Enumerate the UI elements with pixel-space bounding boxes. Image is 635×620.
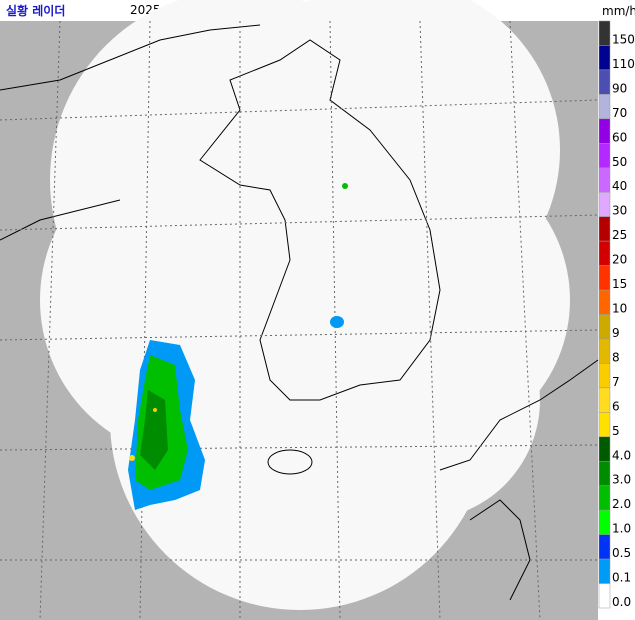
legend-label: 25 bbox=[612, 228, 627, 242]
precipitation bbox=[128, 183, 348, 510]
legend-label: 40 bbox=[612, 179, 627, 193]
legend-label: 50 bbox=[612, 155, 627, 169]
legend-label: 30 bbox=[612, 204, 627, 218]
legend-swatch bbox=[598, 412, 611, 438]
legend-label: 150 bbox=[612, 32, 635, 46]
legend-label: 60 bbox=[612, 130, 627, 144]
legend-label: 0.1 bbox=[612, 571, 631, 585]
legend-label: 6 bbox=[612, 399, 620, 413]
legend-label: 7 bbox=[612, 375, 620, 389]
legend-swatch bbox=[598, 69, 611, 95]
legend-label: 0.5 bbox=[612, 546, 631, 560]
legend-swatch bbox=[598, 94, 611, 120]
legend-label: 0.0 bbox=[612, 595, 631, 609]
legend-label: 110 bbox=[612, 57, 635, 71]
legend-label: 70 bbox=[612, 106, 627, 120]
legend-swatch bbox=[598, 20, 611, 46]
legend-swatch bbox=[598, 338, 611, 364]
legend-swatch bbox=[598, 45, 611, 71]
legend-label: 5 bbox=[612, 424, 620, 438]
legend-label: 4.0 bbox=[612, 448, 631, 462]
legend-swatch bbox=[598, 583, 611, 609]
legend-swatch bbox=[598, 363, 611, 389]
legend-swatch bbox=[598, 240, 611, 266]
legend-label: 9 bbox=[612, 326, 620, 340]
legend-swatch bbox=[598, 314, 611, 340]
legend-swatch bbox=[598, 118, 611, 144]
legend-swatch bbox=[598, 558, 611, 584]
unit: mm/h bbox=[602, 4, 635, 18]
legend-label: 10 bbox=[612, 302, 627, 316]
legend-swatch bbox=[598, 216, 611, 242]
legend-swatch bbox=[598, 485, 611, 511]
legend-swatch bbox=[598, 387, 611, 413]
legend: 150 110 90 70 60 50 40 30 25 20 15 10 9 8 7 6 5 4.0 3.0 2.0… bbox=[598, 20, 635, 609]
legend-label: 1.0 bbox=[612, 522, 631, 536]
legend-swatch bbox=[598, 289, 611, 315]
legend-label: 90 bbox=[612, 81, 627, 95]
legend-swatch bbox=[598, 167, 611, 193]
legend-swatch bbox=[598, 436, 611, 462]
legend-swatch bbox=[598, 265, 611, 291]
legend-label: 8 bbox=[612, 350, 620, 364]
legend-label: 3.0 bbox=[612, 473, 631, 487]
title: 실황 레이더 bbox=[6, 3, 65, 18]
legend-swatch bbox=[598, 534, 611, 560]
legend-swatch bbox=[598, 509, 611, 535]
coastline bbox=[0, 24, 599, 601]
legend-swatch bbox=[598, 461, 611, 486]
legend-label: 20 bbox=[612, 253, 627, 267]
legend-label: 15 bbox=[612, 277, 627, 291]
map bbox=[0, 0, 599, 620]
legend-swatch bbox=[598, 143, 611, 169]
legend-label: 2.0 bbox=[612, 497, 631, 511]
coverage bbox=[40, 0, 570, 610]
legend-swatch bbox=[598, 191, 611, 217]
